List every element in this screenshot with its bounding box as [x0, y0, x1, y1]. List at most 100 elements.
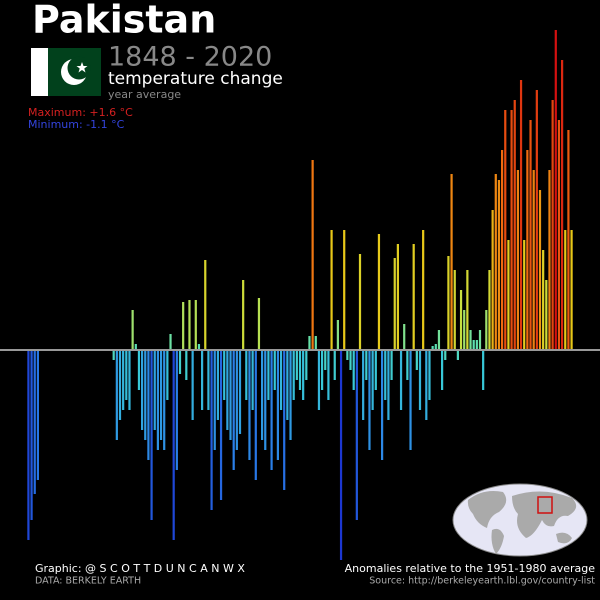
bar [339, 350, 343, 560]
bar [425, 350, 428, 420]
bar [510, 110, 513, 350]
bar [27, 350, 30, 540]
bar [36, 350, 39, 480]
bar [305, 350, 308, 380]
bar [242, 280, 245, 350]
bar [497, 180, 501, 350]
chart-title: Pakistan [32, 0, 216, 42]
bar [355, 350, 358, 520]
data-source: DATA: BERKELY EARTH [35, 576, 141, 587]
bar [245, 350, 248, 400]
bar [403, 324, 406, 350]
bar [308, 336, 311, 350]
bar [412, 244, 415, 350]
bar [137, 350, 141, 390]
bar [153, 350, 156, 430]
bar [264, 350, 267, 450]
bar [561, 60, 564, 350]
bar [478, 330, 482, 350]
bar [371, 350, 374, 410]
bar [488, 270, 491, 350]
bar [30, 350, 33, 520]
bar [273, 350, 276, 390]
credit: Graphic: @ S C O T T D U N C A N W X [35, 562, 245, 575]
bar [456, 350, 459, 360]
bar [472, 340, 475, 350]
bar [365, 350, 368, 380]
bar [216, 350, 219, 420]
bar [191, 350, 194, 420]
bar [447, 256, 450, 350]
bar [317, 350, 321, 410]
bar [219, 350, 223, 500]
bar [134, 344, 137, 350]
bar [156, 350, 159, 450]
label: temperature change [108, 69, 283, 89]
bar [387, 350, 390, 420]
bar [406, 350, 409, 380]
bar [485, 310, 488, 350]
bar [295, 350, 298, 380]
bar [169, 334, 172, 350]
bar [352, 350, 355, 390]
bar [554, 30, 557, 350]
bar [122, 350, 125, 410]
bar [377, 234, 381, 350]
bar [415, 350, 418, 370]
bar [210, 350, 213, 510]
bar [422, 230, 425, 350]
bar [175, 350, 178, 470]
bar [390, 350, 393, 380]
bar [270, 350, 273, 470]
bar [519, 80, 523, 350]
bar [526, 150, 529, 350]
bar [437, 330, 441, 350]
bar [362, 350, 365, 420]
bar [286, 350, 289, 420]
bar [548, 170, 551, 350]
bar [450, 174, 453, 350]
bar [532, 170, 535, 350]
bars [27, 30, 573, 560]
minimum: Minimum: -1.1 °C [28, 118, 125, 131]
bar [418, 350, 422, 410]
bar [557, 120, 561, 350]
bar [523, 240, 526, 350]
bar [226, 350, 229, 430]
bar [163, 350, 166, 450]
bar [261, 350, 264, 440]
bar [349, 350, 352, 370]
bar [431, 346, 434, 350]
bar [396, 244, 399, 350]
bar [466, 270, 469, 350]
bar [570, 230, 573, 350]
bar [542, 250, 545, 350]
bar [475, 340, 478, 350]
bar [333, 350, 336, 380]
bar [551, 100, 554, 350]
bar [289, 350, 292, 440]
bar [321, 350, 324, 390]
bar [232, 350, 235, 470]
flag [31, 48, 101, 96]
bar [131, 310, 134, 350]
bar [538, 190, 542, 350]
bar [564, 230, 567, 350]
bar [494, 174, 497, 350]
bar [444, 350, 447, 360]
bar [535, 90, 538, 350]
bar [314, 336, 317, 350]
bar [166, 350, 169, 400]
bar [482, 350, 485, 390]
bar [238, 350, 242, 434]
bar [298, 350, 302, 390]
bar [276, 350, 279, 460]
bar [33, 350, 36, 494]
bar [434, 344, 437, 350]
bar [125, 350, 128, 400]
bar [302, 350, 305, 400]
bar [346, 350, 349, 360]
bar [441, 350, 444, 390]
bar [504, 110, 507, 350]
